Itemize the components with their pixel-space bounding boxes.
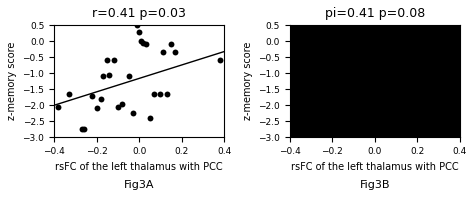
Point: [133, 24, 141, 27]
Text: Fig3B: Fig3B: [360, 180, 390, 190]
Point: [341, 73, 349, 77]
Point: [386, 92, 393, 96]
Point: [377, 43, 385, 46]
Point: [89, 94, 96, 97]
Point: [365, 112, 372, 115]
Point: [140, 41, 147, 45]
Point: [97, 97, 105, 101]
Point: [354, 102, 362, 106]
Point: [316, 128, 323, 131]
Point: [399, 92, 406, 96]
Point: [114, 105, 122, 109]
Point: [324, 94, 332, 97]
Point: [360, 75, 368, 78]
Point: [375, 41, 383, 45]
Point: [118, 102, 126, 106]
Point: [452, 59, 459, 62]
Point: [371, 31, 379, 34]
X-axis label: rsFC of the left thalamus with PCC: rsFC of the left thalamus with PCC: [55, 162, 223, 172]
Y-axis label: z-memory score: z-memory score: [7, 42, 17, 121]
Point: [110, 59, 118, 62]
X-axis label: rsFC of the left thalamus with PCC: rsFC of the left thalamus with PCC: [291, 162, 459, 172]
Point: [290, 105, 298, 109]
Point: [80, 128, 88, 131]
Point: [103, 59, 111, 62]
Point: [328, 107, 336, 110]
Point: [146, 116, 154, 120]
Point: [403, 43, 410, 46]
Point: [333, 97, 340, 101]
Point: [129, 112, 137, 115]
Point: [335, 75, 342, 78]
Point: [99, 75, 107, 78]
Point: [382, 116, 389, 120]
Point: [392, 92, 400, 96]
Point: [301, 92, 309, 96]
Point: [339, 59, 346, 62]
Point: [314, 128, 321, 131]
Title: r=0.41 p=0.03: r=0.41 p=0.03: [92, 7, 186, 20]
Y-axis label: z-memory score: z-memory score: [243, 42, 253, 121]
Point: [394, 51, 402, 54]
Title: pi=0.41 p=0.08: pi=0.41 p=0.08: [325, 7, 425, 20]
Point: [157, 92, 164, 96]
Point: [78, 128, 85, 131]
Point: [172, 51, 179, 54]
Point: [373, 39, 381, 42]
Text: Fig3A: Fig3A: [124, 180, 155, 190]
Point: [136, 31, 143, 34]
Point: [163, 92, 171, 96]
Point: [142, 43, 149, 46]
Point: [159, 51, 166, 54]
Point: [167, 43, 175, 46]
Point: [93, 107, 100, 110]
Point: [150, 92, 158, 96]
Point: [125, 75, 132, 78]
Point: [407, 51, 415, 54]
Point: [369, 24, 376, 27]
Point: [106, 73, 113, 77]
Point: [346, 59, 353, 62]
Point: [65, 92, 73, 96]
Point: [216, 59, 224, 62]
Point: [55, 105, 62, 109]
Point: [350, 105, 357, 109]
Point: [137, 39, 145, 42]
